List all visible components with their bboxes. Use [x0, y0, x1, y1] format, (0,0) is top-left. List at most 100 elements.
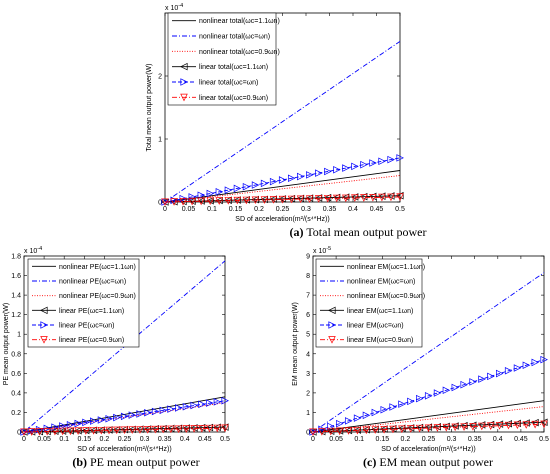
data-point [359, 192, 368, 201]
data-point [35, 425, 44, 434]
data-point [90, 417, 98, 425]
x-tick-label: 0.1 [207, 206, 217, 213]
legend-entry: linear PE(ωc=1.1ωn) [59, 308, 124, 315]
data-point [51, 427, 59, 436]
y-tick-label: 3 [306, 371, 310, 378]
data-point [188, 197, 196, 206]
data-point [113, 413, 121, 422]
data-point [540, 420, 548, 429]
x-tick-label: 0.2 [401, 436, 411, 443]
y-tick-label: 0.2 [11, 410, 21, 417]
y-tick-label: 2 [158, 74, 162, 81]
data-point [128, 426, 136, 434]
y-tick-label: 1.8 [11, 254, 21, 261]
data-point [221, 424, 229, 433]
data-point [377, 192, 386, 200]
data-point [369, 159, 377, 167]
x-tick-label: 0 [163, 206, 167, 213]
data-point [478, 375, 486, 383]
data-point [504, 367, 513, 375]
legend-entry: nonlinear EM(ωc=0.9ωn) [347, 293, 425, 300]
data-point [380, 405, 389, 414]
legend-entry: nonlinear EM(ωc=1.1ωn) [347, 264, 425, 271]
data-point [380, 425, 388, 433]
series-0 [164, 170, 401, 203]
y-tick-label: 9 [306, 254, 310, 261]
data-point [305, 194, 314, 202]
data-point [260, 179, 269, 188]
x-tick-label: 0.1 [59, 436, 69, 443]
data-point [335, 427, 344, 435]
x-tick-label: 0.45 [514, 436, 528, 443]
data-point [451, 383, 460, 392]
y-axis-label: EM mean output power(W) [292, 302, 299, 386]
series-5 [20, 424, 229, 436]
data-point [120, 426, 129, 435]
data-point [233, 196, 241, 204]
data-point [251, 196, 260, 205]
data-point [113, 426, 121, 435]
data-point [531, 358, 540, 367]
x-tick-label: 0.5 [395, 206, 405, 213]
data-point [451, 423, 459, 432]
data-point [531, 420, 539, 429]
series-1 [164, 40, 401, 203]
legend-marker [328, 321, 336, 329]
y-tick-label: 7 [306, 293, 310, 300]
x-tick-label: 0.35 [323, 206, 337, 213]
data-point [51, 423, 59, 431]
x-tick-label: 0.3 [447, 436, 457, 443]
data-point [43, 427, 51, 436]
data-point [305, 195, 314, 203]
data-point [398, 400, 406, 408]
x-tick-label: 0.35 [158, 436, 172, 443]
data-point [81, 426, 90, 435]
data-point [396, 193, 404, 201]
y-exponent: x 10-4 [24, 246, 42, 255]
series-3 [309, 418, 548, 436]
data-point [362, 411, 371, 420]
data-point [342, 194, 350, 203]
data-point [190, 425, 198, 433]
data-point [344, 417, 353, 425]
series-3 [161, 191, 404, 206]
caption-text: PE mean output power [87, 455, 200, 469]
legend-entry: nonlinear total(ωc=1.1ωn) [199, 18, 280, 25]
data-point [398, 425, 406, 433]
data-point [242, 182, 251, 191]
data-point [174, 425, 183, 433]
data-point [368, 192, 377, 201]
data-point [198, 400, 206, 409]
data-point [74, 419, 83, 428]
data-point [522, 361, 531, 369]
x-tick-label: 0.35 [468, 436, 482, 443]
data-point [120, 412, 129, 421]
data-point [287, 174, 296, 183]
data-point [197, 197, 205, 206]
data-point [159, 425, 167, 434]
y-tick-label: 1.2 [11, 312, 21, 319]
data-point [242, 196, 251, 205]
data-point [424, 392, 433, 400]
data-point [442, 386, 451, 395]
data-point [513, 364, 522, 372]
data-point [89, 427, 98, 435]
x-axis-label: SD of acceleration(m²/(s⁴*Hz)) [235, 216, 329, 223]
data-point [260, 196, 269, 204]
data-point [269, 196, 278, 204]
data-point [341, 193, 350, 201]
caption-text: Total mean output power [304, 225, 427, 239]
data-point [182, 402, 191, 411]
x-tick-label: 0.4 [348, 206, 358, 213]
legend-marker [180, 78, 188, 86]
data-point [335, 427, 344, 436]
data-point [351, 162, 359, 171]
data-point [224, 197, 233, 205]
data-point [296, 194, 305, 203]
data-point [424, 424, 433, 433]
data-point [387, 193, 395, 202]
legend-box [27, 258, 140, 348]
data-point [469, 423, 477, 431]
y-exponent: x 10-4 [165, 3, 183, 12]
y-tick-label: 1.6 [11, 273, 21, 280]
